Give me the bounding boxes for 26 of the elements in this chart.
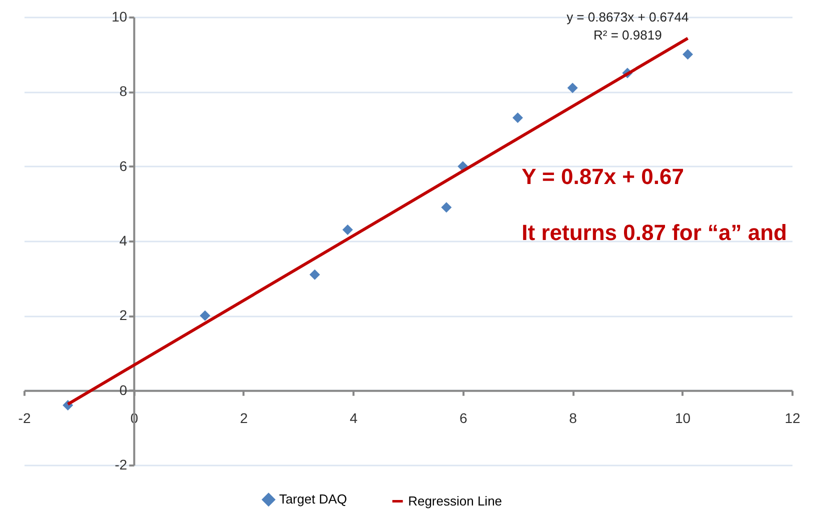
point bbox=[512, 112, 523, 124]
point bbox=[342, 224, 353, 236]
point bbox=[567, 82, 578, 94]
point bbox=[682, 49, 694, 60]
y-tick-label: 6 bbox=[119, 158, 128, 174]
x-tick-label: 10 bbox=[674, 410, 691, 426]
y-tick-label: 8 bbox=[119, 83, 128, 100]
annotation: R² = 0.9819 bbox=[594, 28, 662, 43]
y-tick-label: 4 bbox=[119, 232, 128, 248]
x-tick-label: 12 bbox=[784, 410, 800, 426]
legend-label: Target DAQ bbox=[279, 492, 347, 507]
legend-label: Regression Line bbox=[408, 493, 502, 508]
x-tick-label: -2 bbox=[18, 410, 31, 426]
y-tick-label: -2 bbox=[114, 456, 128, 472]
annotation: It returns 0.87 for “a” and bbox=[522, 220, 787, 246]
y-tick-label: 2 bbox=[119, 307, 128, 324]
point bbox=[310, 269, 320, 280]
x-tick-label: 8 bbox=[569, 410, 578, 426]
x-tick-label: 6 bbox=[459, 410, 468, 426]
annotation: y = 0.8673x + 0.6744 bbox=[566, 10, 689, 25]
x-tick-label: 2 bbox=[240, 410, 248, 426]
point bbox=[441, 202, 452, 213]
y-tick-label: 10 bbox=[112, 8, 128, 24]
x-tick-label: 4 bbox=[350, 410, 358, 426]
point bbox=[200, 310, 210, 321]
annotation: Y = 0.87x + 0.67 bbox=[522, 164, 684, 190]
